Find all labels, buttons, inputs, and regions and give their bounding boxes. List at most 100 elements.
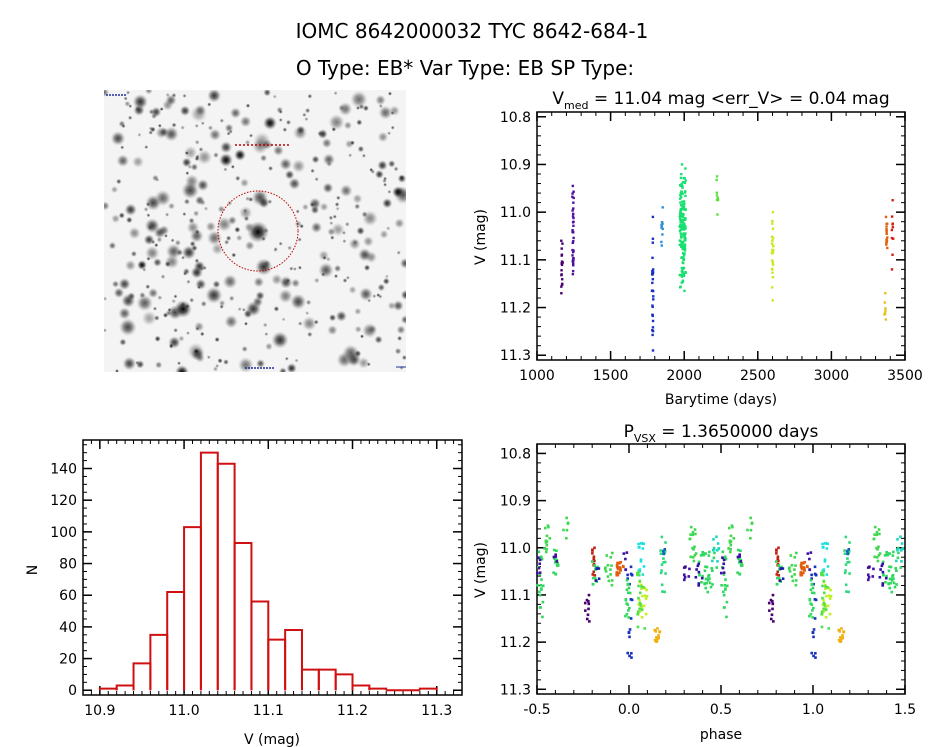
data-point — [592, 555, 596, 559]
data-point — [610, 564, 613, 567]
star — [152, 306, 158, 311]
data-point — [700, 576, 704, 580]
data-point — [642, 586, 645, 589]
data-point — [539, 583, 543, 587]
histogram-bar — [132, 662, 152, 691]
data-point — [682, 573, 686, 577]
data-point — [731, 525, 734, 529]
data-point — [572, 207, 575, 210]
data-point — [843, 552, 847, 556]
x-tick-label: 0.5 — [710, 702, 732, 718]
star — [281, 317, 286, 322]
data-point — [593, 546, 596, 550]
data-point — [736, 555, 740, 559]
data-point — [774, 560, 778, 563]
data-point — [624, 614, 627, 618]
data-point — [771, 222, 774, 225]
data-point — [651, 326, 655, 329]
data-point — [540, 557, 544, 561]
star — [284, 356, 289, 361]
star — [194, 258, 200, 264]
data-point — [813, 617, 817, 620]
data-point — [775, 552, 778, 555]
data-point — [824, 583, 827, 587]
data-point — [844, 535, 848, 539]
data-point — [820, 571, 823, 575]
star — [321, 272, 326, 277]
star — [189, 297, 195, 303]
data-point — [684, 179, 687, 182]
data-point — [658, 630, 661, 633]
data-point — [886, 553, 890, 557]
data-point — [651, 277, 655, 281]
star — [332, 214, 337, 219]
star — [357, 356, 370, 369]
data-point — [660, 535, 664, 539]
data-point — [727, 547, 730, 550]
data-point — [679, 195, 683, 199]
data-point — [867, 565, 871, 569]
data-point — [584, 609, 587, 612]
data-point — [885, 550, 888, 554]
data-point — [651, 314, 654, 317]
data-point — [681, 192, 684, 196]
data-point — [837, 628, 841, 632]
y-tick-label: 10.8 — [500, 110, 531, 126]
data-point — [697, 562, 701, 566]
data-point — [716, 542, 720, 545]
data-point — [591, 573, 595, 576]
star — [263, 90, 272, 97]
star — [328, 313, 337, 322]
data-point — [683, 235, 686, 238]
data-point — [660, 223, 663, 227]
data-point — [780, 565, 783, 569]
data-point — [560, 247, 563, 250]
data-point — [698, 573, 701, 577]
star — [382, 178, 387, 184]
star — [389, 105, 401, 117]
data-point — [679, 194, 682, 197]
star — [311, 155, 320, 164]
data-point — [565, 516, 568, 520]
data-point — [822, 603, 825, 606]
star — [154, 335, 161, 342]
data-point — [651, 273, 654, 276]
data-point — [844, 569, 847, 572]
data-point — [842, 630, 845, 633]
data-point — [776, 562, 780, 566]
data-point — [844, 583, 848, 587]
data-point — [571, 209, 574, 212]
data-point — [900, 542, 904, 545]
star — [294, 358, 299, 363]
data-point — [719, 571, 723, 575]
data-point — [587, 602, 591, 606]
data-point — [680, 256, 684, 260]
data-point — [728, 539, 732, 543]
star — [131, 155, 145, 168]
data-point — [823, 560, 827, 563]
star — [393, 166, 399, 172]
data-point — [681, 252, 685, 255]
data-point — [722, 571, 726, 574]
star — [127, 115, 133, 121]
data-point — [552, 548, 556, 552]
star — [244, 240, 255, 251]
data-point — [585, 617, 589, 621]
data-point — [593, 574, 597, 577]
data-point — [770, 286, 774, 289]
data-point — [653, 628, 657, 632]
data-point — [643, 586, 647, 590]
star — [176, 361, 182, 366]
x-tick-label: -0.5 — [523, 702, 550, 718]
data-point — [824, 587, 827, 591]
data-point — [826, 565, 830, 568]
data-point — [821, 584, 824, 588]
star — [206, 230, 223, 246]
data-point — [828, 597, 832, 600]
data-point — [891, 237, 895, 240]
data-point — [799, 571, 803, 574]
bright-star — [392, 186, 404, 198]
data-point — [571, 228, 574, 232]
star — [333, 264, 342, 273]
y-tick-label: 11.1 — [500, 588, 531, 604]
